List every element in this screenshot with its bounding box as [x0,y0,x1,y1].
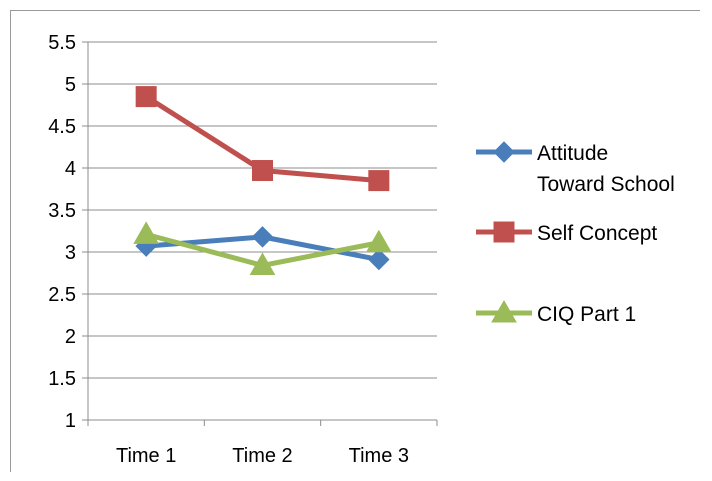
y-tick-label: 5.5 [48,32,76,54]
data-point-2-2 [365,229,392,253]
data-point-1-0 [135,86,157,108]
data-point-1-1 [252,160,273,182]
x-tick-label: Time 1 [116,445,176,467]
data-point-0-1 [251,226,274,248]
legend-marker [491,299,517,323]
data-point-2-1 [249,252,276,275]
y-tick-label: 4.5 [48,116,76,138]
x-axis-ticks: Time 1 Time 2 Time 3 [116,445,409,467]
axes [82,41,438,426]
series-layer [133,86,392,275]
y-tick-label: 2.5 [48,284,76,306]
y-tick-label: 3.5 [48,200,76,222]
y-tick-label: 1 [65,410,76,432]
y-axis-ticks: 5.5 5 4.5 4 3.5 3 2.5 2 1.5 1 [48,32,76,432]
legend-label: Toward School [537,173,675,196]
data-point-2-0 [133,221,160,244]
legend-label: Attitude [537,142,608,165]
y-tick-label: 5 [65,74,76,96]
legend-label: Self Concept [537,222,657,245]
legend: Attitude Toward School Self Concept CIQ Par… [476,141,675,326]
y-tick-label: 2 [65,326,76,348]
y-tick-label: 4 [65,158,76,180]
x-tick-label: Time 3 [349,445,409,467]
data-point-1-2 [368,170,390,192]
x-tick-label: Time 2 [232,445,292,467]
legend-marker [493,221,515,243]
chart-frame [10,10,700,472]
y-tick-label: 1.5 [48,368,76,390]
legend-label: CIQ Part 1 [537,303,636,326]
y-tick-label: 3 [65,242,76,264]
legend-marker [493,141,515,163]
data-point-0-2 [368,248,390,271]
